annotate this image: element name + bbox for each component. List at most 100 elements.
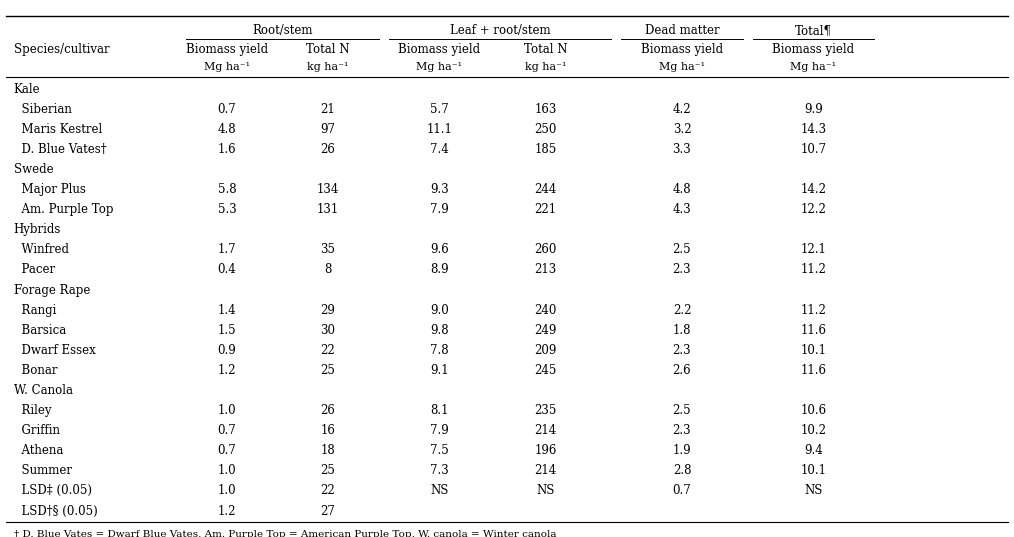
Text: 1.9: 1.9 [672, 444, 692, 457]
Text: 2.5: 2.5 [672, 404, 692, 417]
Text: Dwarf Essex: Dwarf Essex [13, 344, 95, 357]
Text: Leaf + root/stem: Leaf + root/stem [449, 24, 551, 38]
Text: 0.9: 0.9 [218, 344, 236, 357]
Text: 131: 131 [317, 203, 339, 216]
Text: 7.8: 7.8 [430, 344, 448, 357]
Text: 1.2: 1.2 [218, 504, 236, 518]
Text: 221: 221 [534, 203, 557, 216]
Text: 2.8: 2.8 [672, 465, 692, 477]
Text: Biomass yield: Biomass yield [186, 43, 268, 56]
Text: 4.8: 4.8 [672, 183, 692, 196]
Text: 214: 214 [534, 465, 557, 477]
Text: 1.6: 1.6 [218, 143, 236, 156]
Text: 7.5: 7.5 [430, 444, 448, 457]
Text: 2.6: 2.6 [672, 364, 692, 377]
Text: 11.6: 11.6 [800, 364, 826, 377]
Text: Total¶: Total¶ [795, 24, 831, 38]
Text: LSD‡ (0.05): LSD‡ (0.05) [13, 484, 91, 497]
Text: 2.3: 2.3 [672, 344, 692, 357]
Text: 209: 209 [534, 344, 557, 357]
Text: W. Canola: W. Canola [13, 384, 73, 397]
Text: NS: NS [536, 484, 555, 497]
Text: Mg ha⁻¹: Mg ha⁻¹ [204, 62, 249, 72]
Text: 10.7: 10.7 [800, 143, 826, 156]
Text: † D. Blue Vates = Dwarf Blue Vates, Am. Purple Top = American Purple Top, W. can: † D. Blue Vates = Dwarf Blue Vates, Am. … [13, 530, 556, 537]
Text: kg ha⁻¹: kg ha⁻¹ [524, 62, 566, 72]
Text: 9.3: 9.3 [430, 183, 448, 196]
Text: LSD†§ (0.05): LSD†§ (0.05) [13, 504, 97, 518]
Text: 185: 185 [534, 143, 557, 156]
Text: 7.4: 7.4 [430, 143, 448, 156]
Text: 213: 213 [534, 264, 557, 277]
Text: 3.2: 3.2 [672, 123, 692, 136]
Text: 5.7: 5.7 [430, 103, 448, 116]
Text: 12.2: 12.2 [800, 203, 826, 216]
Text: 1.2: 1.2 [218, 364, 236, 377]
Text: 9.4: 9.4 [804, 444, 822, 457]
Text: 250: 250 [534, 123, 557, 136]
Text: 1.7: 1.7 [218, 243, 236, 256]
Text: Hybrids: Hybrids [13, 223, 61, 236]
Text: 196: 196 [534, 444, 557, 457]
Text: Athena: Athena [13, 444, 63, 457]
Text: NS: NS [804, 484, 822, 497]
Text: 8.1: 8.1 [430, 404, 448, 417]
Text: 2.2: 2.2 [672, 303, 692, 317]
Text: 9.0: 9.0 [430, 303, 448, 317]
Text: 1.8: 1.8 [672, 324, 692, 337]
Text: 245: 245 [534, 364, 557, 377]
Text: kg ha⁻¹: kg ha⁻¹ [307, 62, 349, 72]
Text: Root/stem: Root/stem [252, 24, 312, 38]
Text: 0.7: 0.7 [218, 444, 236, 457]
Text: 4.3: 4.3 [672, 203, 692, 216]
Text: 244: 244 [534, 183, 557, 196]
Text: 25: 25 [320, 364, 336, 377]
Text: 9.9: 9.9 [804, 103, 822, 116]
Text: 5.8: 5.8 [218, 183, 236, 196]
Text: 26: 26 [320, 143, 336, 156]
Text: 7.9: 7.9 [430, 424, 448, 437]
Text: Swede: Swede [13, 163, 53, 176]
Text: 11.1: 11.1 [426, 123, 452, 136]
Text: 2.3: 2.3 [672, 424, 692, 437]
Text: 9.8: 9.8 [430, 324, 448, 337]
Text: Bonar: Bonar [13, 364, 57, 377]
Text: 7.9: 7.9 [430, 203, 448, 216]
Text: 214: 214 [534, 424, 557, 437]
Text: 11.6: 11.6 [800, 324, 826, 337]
Text: 9.6: 9.6 [430, 243, 448, 256]
Text: Barsica: Barsica [13, 324, 66, 337]
Text: 7.3: 7.3 [430, 465, 448, 477]
Text: 9.1: 9.1 [430, 364, 448, 377]
Text: Biomass yield: Biomass yield [399, 43, 481, 56]
Text: 11.2: 11.2 [800, 303, 826, 317]
Text: 22: 22 [320, 344, 336, 357]
Text: Winfred: Winfred [13, 243, 69, 256]
Text: Summer: Summer [13, 465, 72, 477]
Text: 8.9: 8.9 [430, 264, 448, 277]
Text: Am. Purple Top: Am. Purple Top [13, 203, 113, 216]
Text: Species/cultivar: Species/cultivar [13, 43, 110, 56]
Text: 2.5: 2.5 [672, 243, 692, 256]
Text: 0.7: 0.7 [218, 103, 236, 116]
Text: Major Plus: Major Plus [13, 183, 85, 196]
Text: 21: 21 [320, 103, 336, 116]
Text: 8: 8 [324, 264, 332, 277]
Text: 14.3: 14.3 [800, 123, 826, 136]
Text: 22: 22 [320, 484, 336, 497]
Text: 235: 235 [534, 404, 557, 417]
Text: 0.4: 0.4 [218, 264, 236, 277]
Text: Mg ha⁻¹: Mg ha⁻¹ [790, 62, 837, 72]
Text: 18: 18 [320, 444, 336, 457]
Text: 5.3: 5.3 [218, 203, 236, 216]
Text: 3.3: 3.3 [672, 143, 692, 156]
Text: 134: 134 [316, 183, 340, 196]
Text: 260: 260 [534, 243, 557, 256]
Text: 249: 249 [534, 324, 557, 337]
Text: 1.0: 1.0 [218, 404, 236, 417]
Text: Biomass yield: Biomass yield [641, 43, 723, 56]
Text: 97: 97 [320, 123, 336, 136]
Text: 0.7: 0.7 [672, 484, 692, 497]
Text: Rangi: Rangi [13, 303, 56, 317]
Text: 163: 163 [534, 103, 557, 116]
